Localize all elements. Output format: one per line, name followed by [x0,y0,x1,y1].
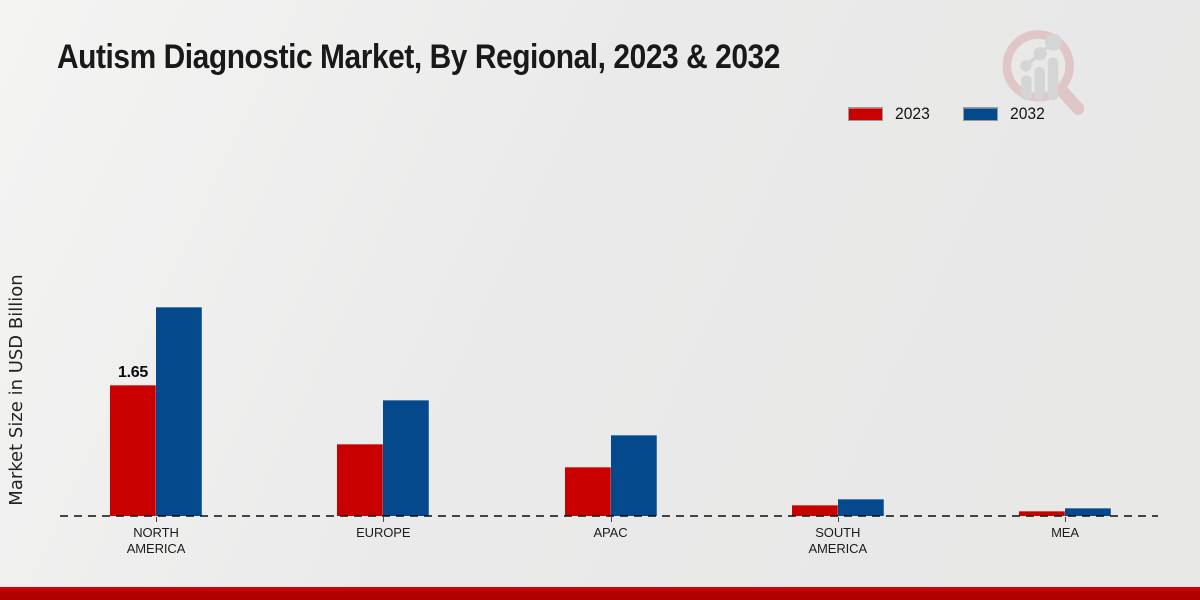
bar-2032-south-america [837,498,884,516]
legend-label-2023: 2023 [895,104,931,123]
bar-2023-europe [337,444,384,516]
x-axis-tick-apac [610,516,612,522]
bar-2023-south-america [791,505,838,516]
chart-title: Autism Diagnostic Market, By Regional, 2… [57,38,780,76]
legend-label-2032: 2032 [1010,104,1045,123]
category-label-apac: APAC [593,525,628,540]
legend-item-2032: 2032 [963,104,1048,124]
bar-2023-apac [564,466,611,516]
category-label-south-america: SOUTH AMERICA [808,525,868,556]
x-axis-dashed-baseline [60,514,1158,517]
x-axis-tick-europe [383,516,385,522]
bar-2023-north-america [110,385,156,516]
x-axis-tick-south-america [837,516,839,522]
legend-swatch-2023 [848,107,884,121]
bar-value-label-2023-north-america: 1.65 [118,364,148,382]
category-label-europe: EUROPE [356,525,411,540]
magnifier-bar-chart-logo-icon [1002,30,1085,115]
category-label-north-america: NORTH AMERICA [126,525,186,556]
bar-2032-north-america [156,306,202,516]
footer-accent-bar [0,587,1200,600]
legend-swatch-2032 [963,107,999,121]
bar-2032-mea [1065,508,1111,516]
legend-item-2023: 2023 [848,104,933,124]
bar-2023-mea [1019,510,1065,516]
x-axis-tick-mea [1065,516,1066,522]
legend: 2023 2032 [848,104,1048,124]
bar-2032-europe [383,400,430,516]
category-label-mea: MEA [1051,525,1079,540]
x-axis-tick-north-america [156,516,157,522]
bar-2032-apac [610,434,657,516]
